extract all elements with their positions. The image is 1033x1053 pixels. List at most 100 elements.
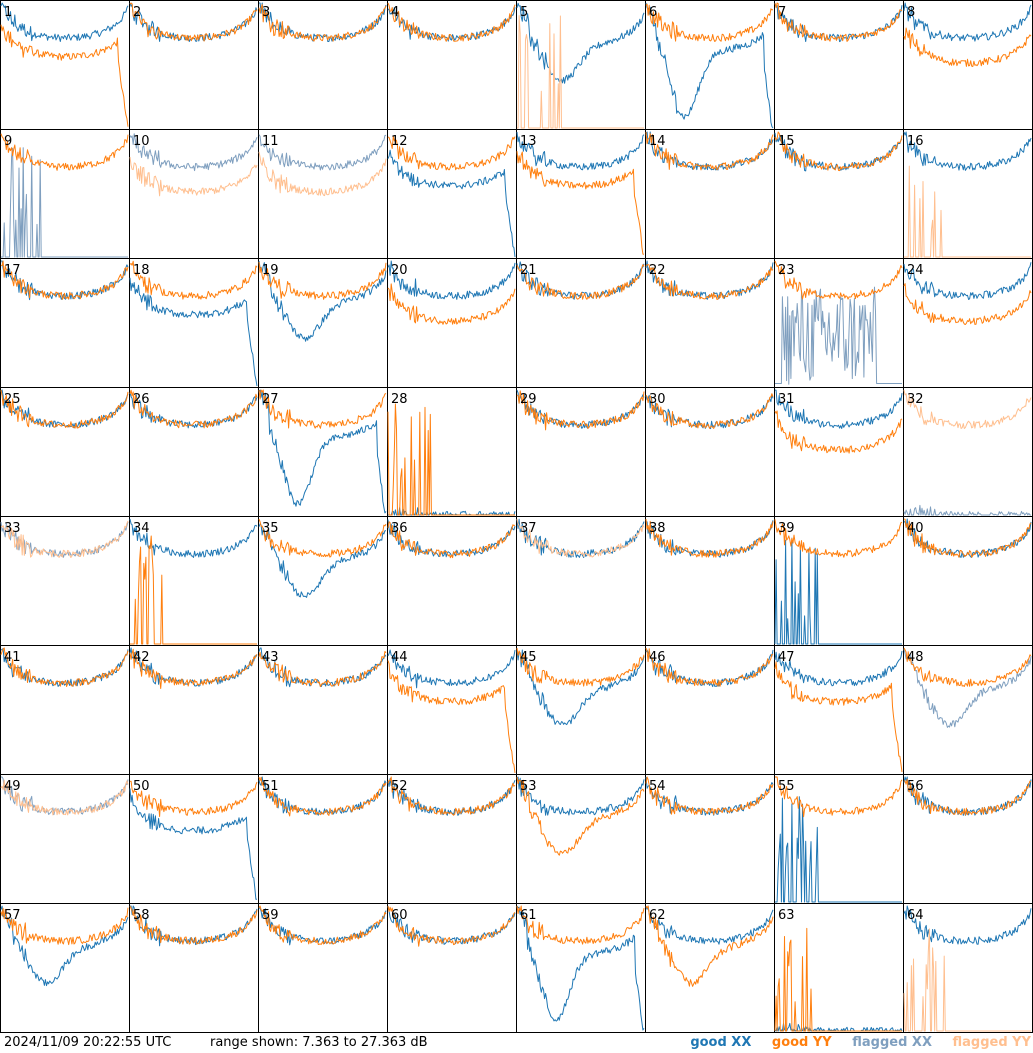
panel-label: 55 [778,779,795,794]
panel-label: 1 [4,5,12,20]
trace-yy-good [258,905,387,945]
panel-label: 59 [262,908,279,923]
panel-label: 20 [391,263,408,278]
trace-yy-good [516,647,645,687]
trace-xx-good [903,2,1032,42]
trace-xx-good [129,277,258,387]
trace-yy-flagged [129,156,258,197]
trace-yy-good [129,389,258,429]
trace-yy-good [774,519,903,558]
panel-label: 33 [4,521,21,536]
panel-frame [645,0,775,130]
trace-yy-good [258,651,387,688]
trace-yy-flagged [516,518,645,558]
panel-35: 35 [258,516,388,646]
panel-label: 15 [778,134,795,149]
panel-label: 44 [391,650,408,665]
trace-yy-good [645,776,774,816]
trace-yy-good [129,648,258,689]
panel-5: 5 [516,0,646,130]
legend-flagged-yy: flagged YY [952,1035,1032,1050]
panel-18: 18 [129,258,259,388]
panel-14: 14 [645,129,775,259]
panel-59: 59 [258,903,388,1033]
panel-label: 34 [133,521,150,536]
trace-yy-good [903,518,1032,558]
panel-label: 31 [778,392,795,407]
panel-61: 61 [516,903,646,1033]
panel-9: 9 [0,129,130,259]
trace-xx-good [903,776,1032,816]
panel-24: 24 [903,258,1033,388]
trace-xx-good [258,523,387,598]
panel-label: 57 [4,908,21,923]
panel-label: 19 [262,263,279,278]
trace-xx-good [903,905,1032,945]
panel-label: 25 [4,392,21,407]
panel-label: 23 [778,263,795,278]
trace-yy-flagged [517,15,644,129]
trace-yy-good [774,131,903,172]
trace-xx-good [259,2,387,42]
panel-label: 41 [4,650,21,665]
panel-44: 44 [387,645,517,775]
trace-yy-flagged [903,928,1031,1032]
panel-label: 10 [133,134,150,149]
trace-xx-flagged [1,776,129,816]
panel-label: 40 [907,521,924,536]
panel-56: 56 [903,774,1033,904]
trace-yy-good [775,776,903,818]
panel-54: 54 [645,774,775,904]
panel-label: 27 [262,392,279,407]
trace-yy-good [645,393,774,429]
panel-label: 21 [520,263,537,278]
panel-label: 2 [133,5,141,20]
panel-17: 17 [0,258,130,388]
panel-22: 22 [645,258,775,388]
trace-xx-flagged [903,504,1031,516]
trace-yy-good [0,389,129,429]
trace-xx-good [516,389,645,429]
panel-37: 37 [516,516,646,646]
panel-29: 29 [516,387,646,517]
panel-label: 60 [391,908,408,923]
panel-label: 50 [133,779,150,794]
panel-label: 38 [649,521,666,536]
trace-xx-good [774,650,903,687]
panel-label: 32 [907,392,924,407]
panel-label: 47 [778,650,795,665]
trace-xx-good [516,2,645,84]
range-label: range shown: 7.363 to 27.363 dB [210,1035,428,1050]
panel-label: 12 [391,134,408,149]
panel-label: 54 [649,779,666,794]
panel-label: 39 [778,521,795,536]
panel-21: 21 [516,258,646,388]
trace-xx-flagged [129,133,258,172]
panel-label: 48 [907,650,924,665]
trace-yy-flagged [904,165,1031,258]
panel-label: 43 [262,650,279,665]
panel-label: 7 [778,5,786,20]
trace-yy-good [387,521,516,559]
panel-label: 35 [262,521,279,536]
trace-xx-good [516,131,645,171]
panel-50: 50 [129,774,259,904]
panel-25: 25 [0,387,130,517]
panel-12: 12 [387,129,517,259]
panel-47: 47 [774,645,904,775]
panel-label: 13 [520,134,537,149]
trace-yy-good [516,776,645,856]
panel-label: 3 [262,5,270,20]
trace-yy-good [645,518,774,558]
panel-30: 30 [645,387,775,517]
trace-xx-flagged [775,286,902,385]
panel-label: 24 [907,263,924,278]
trace-yy-good [903,778,1032,816]
trace-xx-good [774,3,903,43]
trace-yy-good [387,660,516,773]
panel-label: 9 [4,134,12,149]
trace-xx-good [645,905,774,945]
panel-1: 1 [0,0,130,130]
panel-33: 33 [0,516,130,646]
panel-label: 17 [4,263,21,278]
